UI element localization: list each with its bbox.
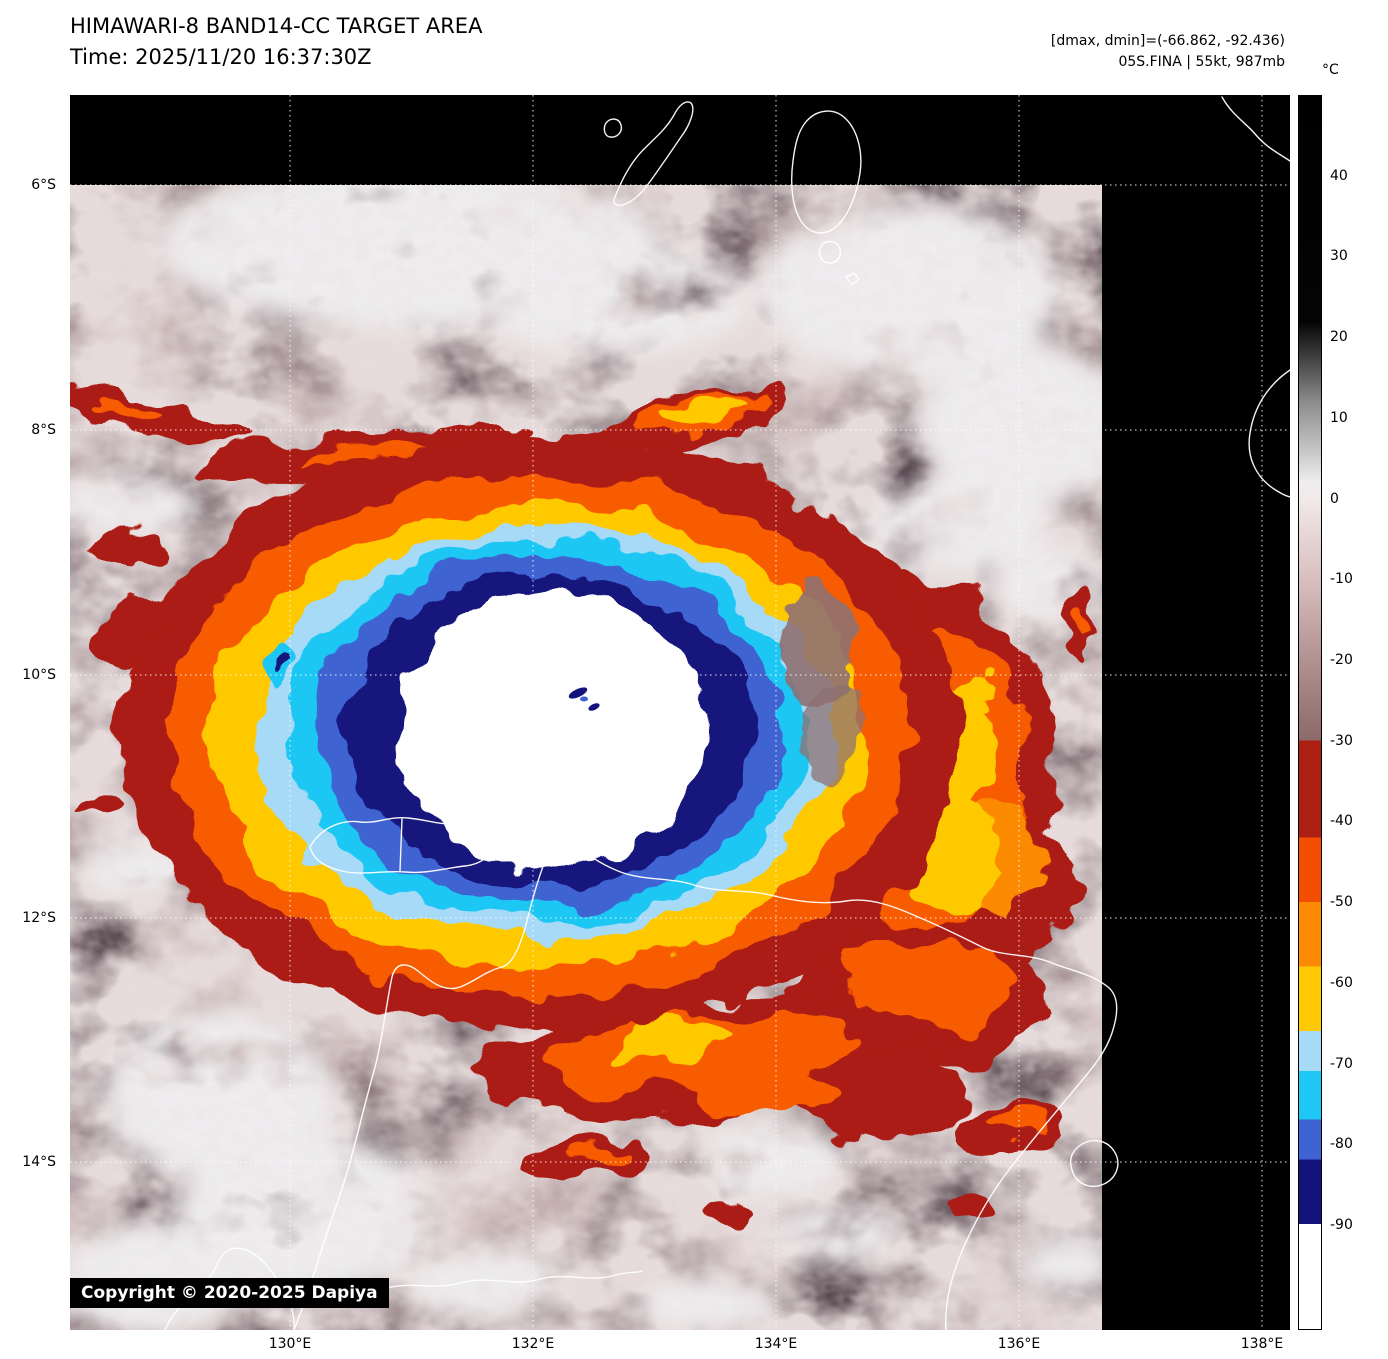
- copyright-badge: Copyright © 2020-2025 Dapiya: [70, 1278, 389, 1308]
- colorbar-tick: 30: [1330, 248, 1348, 265]
- colorbar-tick: -60: [1330, 974, 1353, 991]
- colorbar-unit-label: °C: [1322, 62, 1339, 78]
- colorbar-tick: -20: [1330, 652, 1353, 669]
- longitude-axis: 130°E 132°E 134°E 136°E 138°E: [70, 1332, 1290, 1358]
- colorbar-tick: -80: [1330, 1136, 1353, 1153]
- lat-tick-label: 12°S: [22, 910, 56, 926]
- coastline-aru: [791, 110, 862, 234]
- lat-tick-label: 14°S: [22, 1154, 56, 1170]
- colorbar: [1298, 95, 1322, 1330]
- coastline-river: [377, 1270, 643, 1292]
- lat-tick-label: 6°S: [31, 177, 56, 193]
- coastline-islet: [845, 272, 860, 286]
- page-title: HIMAWARI-8 BAND14-CC TARGET AREA: [70, 14, 483, 38]
- lat-tick-label: 8°S: [31, 422, 56, 438]
- colorbar-tick: 0: [1330, 490, 1339, 507]
- storm-info-label: 05S.FINA | 55kt, 987mb: [1118, 54, 1285, 70]
- coastline-australia-north: [293, 836, 1118, 1331]
- colorbar-tick: 40: [1330, 167, 1348, 184]
- colorbar-tick: -40: [1330, 813, 1353, 830]
- coastline-island-small: [603, 118, 623, 138]
- lon-tick-label: 136°E: [997, 1336, 1041, 1352]
- coastline-newguinea-e: [1248, 369, 1291, 498]
- colorbar-tick: -70: [1330, 1055, 1353, 1072]
- colorbar-tick: 20: [1330, 329, 1348, 346]
- latitude-axis: 6°S 8°S 10°S 12°S 14°S: [0, 95, 64, 1330]
- lon-tick-label: 130°E: [268, 1336, 312, 1352]
- coastline-newguinea-ne: [1221, 96, 1291, 162]
- satellite-image-canvas: [70, 95, 1291, 1331]
- satellite-map: Copyright © 2020-2025 Dapiya: [70, 95, 1291, 1331]
- lat-tick-label: 10°S: [22, 667, 56, 683]
- coastline-aru-south: [818, 240, 842, 264]
- lon-tick-label: 138°E: [1240, 1336, 1284, 1352]
- colorbar-tick: 10: [1330, 409, 1348, 426]
- eye-specks: [568, 687, 600, 711]
- colorbar-gradient: [1299, 96, 1321, 1329]
- colorbar-tick: -50: [1330, 894, 1353, 911]
- cyclone-rings: [120, 435, 960, 1035]
- dry-slot: [773, 580, 860, 785]
- data-region: [70, 185, 1102, 1330]
- coastline-tiwi: [309, 816, 492, 874]
- colorbar-tick: -10: [1330, 571, 1353, 588]
- lon-tick-label: 134°E: [754, 1336, 798, 1352]
- gridlines: [70, 95, 1290, 1330]
- timestamp-label: Time: 2025/11/20 16:37:30Z: [70, 45, 372, 69]
- coastline-tiwi-strait: [399, 818, 403, 872]
- colorbar-tick: -90: [1330, 1217, 1353, 1234]
- dmax-dmin-label: [dmax, dmin]=(-66.862, -92.436): [1050, 33, 1285, 49]
- coastlines: [164, 96, 1291, 1331]
- coastline-tanimbar: [613, 101, 694, 206]
- colorbar-tick: -30: [1330, 732, 1353, 749]
- lon-tick-label: 132°E: [511, 1336, 555, 1352]
